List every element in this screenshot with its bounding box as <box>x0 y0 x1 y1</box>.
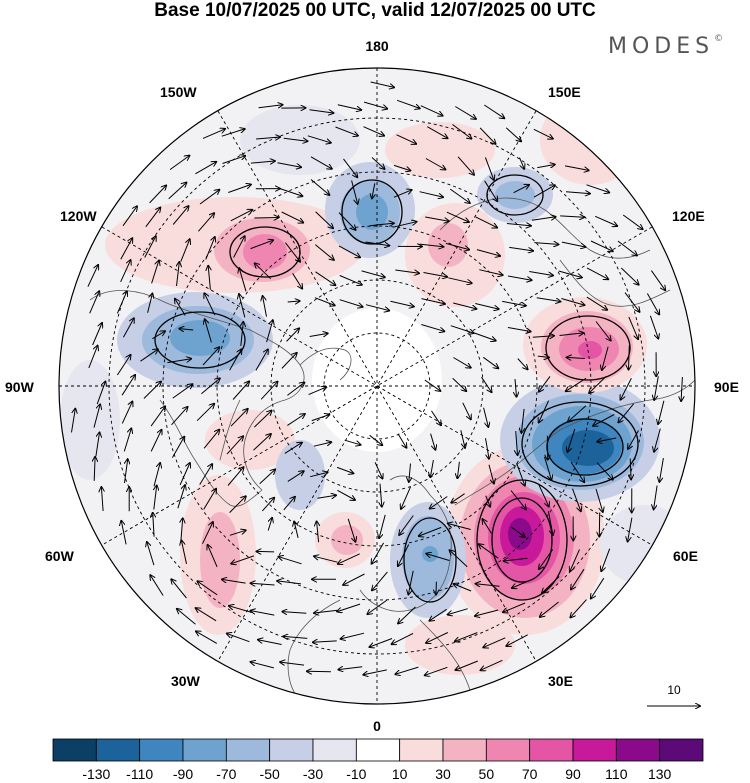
lon-label-120e: 120E <box>672 208 705 224</box>
colorbar-swatch <box>443 739 486 761</box>
colorbar-swatch <box>356 739 399 761</box>
colorbar-swatch <box>53 739 96 761</box>
lon-label-150w: 150W <box>160 84 197 100</box>
anomaly-positive <box>243 234 287 270</box>
lon-label-150e: 150E <box>548 84 581 100</box>
anomaly-negative <box>600 505 690 585</box>
brand-name: MODES <box>608 34 714 59</box>
anomaly-positive <box>385 122 495 178</box>
colorbar-label: -50 <box>260 766 280 782</box>
colorbar-swatch <box>96 739 139 761</box>
colorbar-swatch <box>270 739 313 761</box>
lon-label-60e: 60E <box>673 548 698 564</box>
anomaly-negative <box>562 430 614 466</box>
colorbar-label: 10 <box>392 766 408 782</box>
colorbar-swatch <box>660 739 703 761</box>
lon-label-60w: 60W <box>45 548 75 564</box>
anomaly-positive <box>331 525 363 555</box>
colorbar-swatch <box>486 739 529 761</box>
brand-mark: © <box>714 34 723 44</box>
colorbar-label: -110 <box>126 766 153 782</box>
anomaly-negative <box>60 360 120 480</box>
colorbar-label: -70 <box>216 766 236 782</box>
colorbar-label: 50 <box>479 766 495 782</box>
colorbar-label: 110 <box>605 766 628 782</box>
reference-vector: 10 <box>647 683 700 706</box>
colorbar: -130 -110 -90 -70 -50 -30 -10 10 30 50 70 90 110 130 <box>53 739 703 782</box>
colorbar-label: 30 <box>435 766 451 782</box>
colorbar-label: -130 <box>82 766 110 782</box>
anomaly-positive <box>405 615 515 675</box>
colorbar-swatch <box>530 739 573 761</box>
colorbar-swatch <box>183 739 226 761</box>
modes-logo: MODES© <box>608 34 723 59</box>
lon-label-30w: 30W <box>171 673 201 689</box>
colorbar-swatch <box>226 739 269 761</box>
lon-label-0: 0 <box>373 718 381 734</box>
colorbar-label: -10 <box>346 766 366 782</box>
lon-label-30e: 30E <box>548 673 573 689</box>
anomaly-positive <box>200 512 240 608</box>
anomaly-positive <box>578 341 602 359</box>
anomaly-negative <box>170 320 230 356</box>
anomaly-positive <box>540 95 640 185</box>
colorbar-label: -30 <box>303 766 323 782</box>
lon-label-180: 180 <box>365 38 389 54</box>
lon-label-90w: 90W <box>5 379 35 395</box>
map-title: Base 10/07/2025 00 UTC, valid 12/07/2025… <box>0 0 750 22</box>
colorbar-label: 130 <box>648 766 672 782</box>
colorbar-label: -90 <box>173 766 193 782</box>
colorbar-swatch <box>313 739 356 761</box>
colorbar-swatch <box>140 739 183 761</box>
colorbar-swatch <box>400 739 443 761</box>
wind-vector <box>257 551 275 552</box>
colorbar-label: 90 <box>565 766 581 782</box>
wind-vector <box>307 671 331 672</box>
anomaly-negative <box>422 546 438 562</box>
map-disc <box>59 68 695 704</box>
reference-vector-label: 10 <box>667 683 681 697</box>
colorbar-swatch <box>616 739 659 761</box>
colorbar-label: 70 <box>522 766 538 782</box>
lon-label-120w: 120W <box>60 208 97 224</box>
anomaly-positive <box>428 223 468 267</box>
lon-label-90e: 90E <box>714 379 739 395</box>
colorbar-swatch <box>573 739 616 761</box>
wind-vector <box>254 218 278 219</box>
